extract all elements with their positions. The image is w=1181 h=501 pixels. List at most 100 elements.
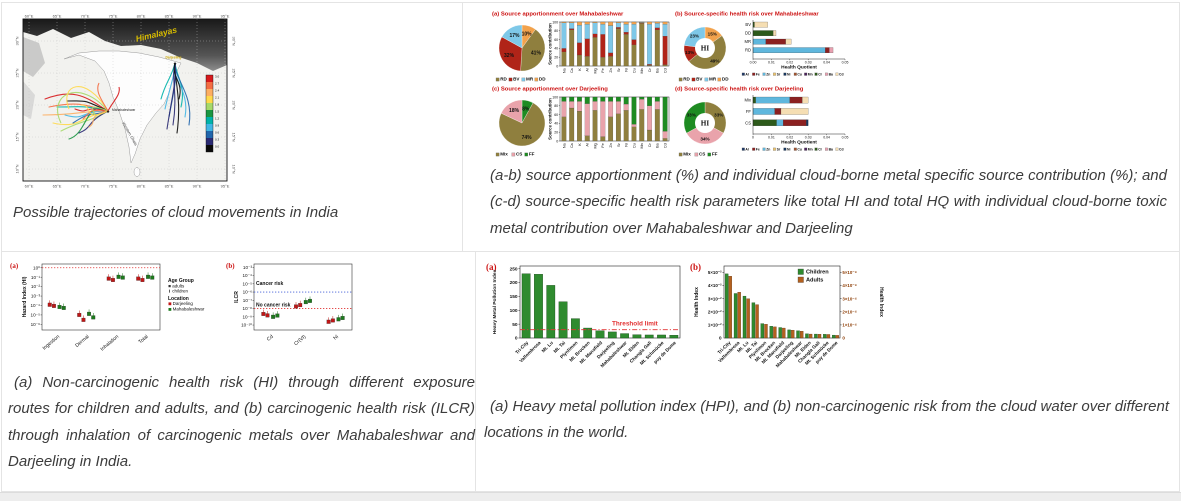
svg-text:30°N: 30°N [232, 37, 237, 46]
svg-text:CS: CS [699, 152, 705, 157]
svg-text:13%: 13% [685, 50, 694, 55]
svg-text:adults: adults [172, 283, 185, 288]
exposure-risk-figures: (a) 10⁰ 10⁻¹ 10⁻² 10⁻³ 10⁻⁴ 10⁻⁵ 10⁻⁶ Hazard Ind… [8, 256, 475, 366]
svg-text:Ba: Ba [656, 67, 660, 73]
svg-text:Ingestion: Ingestion [42, 334, 62, 352]
map-figure: 60°E 60°E 65°E 65°E 70°E 70°E 75°E 75°E 80°E 80°E… [9, 11, 462, 195]
source-health-figures: (a) Source apportionment over Mahabalesh… [490, 9, 856, 159]
svg-text:FF: FF [712, 152, 718, 157]
svg-text:Darjeeling: Darjeeling [173, 301, 194, 306]
svg-text:30°N: 30°N [15, 36, 20, 45]
svg-text:5×10⁻²: 5×10⁻² [708, 270, 722, 275]
svg-text:95°E: 95°E [221, 13, 230, 18]
svg-text:Children: Children [806, 270, 829, 276]
svg-text:Source contribution: Source contribution [548, 23, 553, 65]
svg-text:85°E: 85°E [165, 184, 174, 189]
svg-text:1.2: 1.2 [215, 116, 220, 120]
svg-text:Cr: Cr [818, 148, 822, 152]
svg-text:8%: 8% [522, 106, 530, 112]
svg-text:10°N: 10°N [15, 164, 20, 173]
svg-text:Inhalation: Inhalation [100, 334, 121, 353]
svg-text:2.4: 2.4 [215, 88, 220, 92]
svg-text:FF: FF [746, 109, 752, 114]
svg-text:Mn: Mn [640, 68, 644, 73]
svg-text:18%: 18% [509, 108, 520, 114]
svg-text:100: 100 [552, 20, 558, 24]
svg-text:★: ★ [173, 61, 178, 66]
svg-text:10⁻⁷: 10⁻⁷ [243, 298, 253, 303]
svg-text:Darjeeling: Darjeeling [166, 56, 182, 60]
svg-text:0.6: 0.6 [215, 130, 220, 134]
cell-source-health: (a) Source apportionment over Mahabalesh… [463, 3, 1179, 251]
health-risk-mahabaleshwar-chart: (b) Source-specific health risk over Mah… [675, 12, 848, 82]
cell-cloud-trajectories: 60°E 60°E 65°E 65°E 70°E 70°E 75°E 75°E 80°E 80°E… [2, 3, 463, 251]
svg-text:10⁻⁸: 10⁻⁸ [243, 306, 253, 311]
svg-text:1×10⁻⁴: 1×10⁻⁴ [842, 323, 856, 328]
svg-text:(d) Source-specific health ri: (d) Source-specific health risk over Dar… [675, 87, 804, 93]
svg-text:0.3: 0.3 [215, 137, 220, 141]
svg-text:Cd: Cd [839, 148, 844, 152]
svg-text:CS: CS [516, 152, 522, 157]
svg-text:0.04: 0.04 [823, 61, 830, 65]
svg-text:puy de Dome: puy de Dome [653, 340, 678, 365]
svg-text:10⁻³: 10⁻³ [31, 294, 41, 299]
svg-text:33%: 33% [714, 113, 723, 118]
svg-text:FF: FF [529, 152, 535, 157]
svg-text:1×10⁻²: 1×10⁻² [708, 323, 722, 328]
svg-text:ILCR: ILCR [234, 291, 240, 303]
svg-text:Al: Al [586, 68, 590, 72]
svg-text:80°E: 80°E [137, 184, 146, 189]
svg-text:90°E: 90°E [193, 13, 202, 18]
svg-text:K: K [578, 68, 582, 71]
svg-text:0: 0 [842, 336, 845, 341]
svg-text:100: 100 [552, 95, 558, 99]
svg-text:DD: DD [539, 77, 546, 82]
svg-text:60°E: 60°E [25, 184, 34, 189]
svg-text:60: 60 [554, 38, 558, 42]
svg-text:(c) Source apportionment over: (c) Source apportionment over Darjeeling [492, 87, 608, 93]
exposure-risk-caption: (a) Non-carcinogenic health risk (HI) th… [8, 374, 475, 470]
svg-text:10⁻³: 10⁻³ [243, 265, 253, 270]
svg-text:Mix: Mix [744, 98, 751, 103]
svg-text:0.0: 0.0 [215, 144, 220, 148]
svg-text:10⁻⁹: 10⁻⁹ [242, 314, 252, 319]
svg-text:0: 0 [719, 336, 722, 341]
svg-text:80°E: 80°E [137, 13, 146, 18]
svg-text:250: 250 [510, 266, 518, 272]
svg-text:Mn: Mn [640, 143, 644, 148]
svg-text:Ca: Ca [570, 67, 574, 73]
svg-text:20°N: 20°N [15, 100, 20, 109]
svg-text:10%: 10% [522, 32, 533, 38]
svg-text:Cu: Cu [797, 73, 802, 77]
cell-hpi-world: (a) 0 50 100 150 200 250 Heavy Metal Pollution … [476, 252, 1179, 491]
svg-text:CS: CS [745, 120, 751, 125]
svg-text:Health Index: Health Index [694, 287, 700, 317]
svg-text:Cu: Cu [632, 143, 636, 148]
svg-text:3×10⁻²: 3×10⁻² [708, 296, 722, 301]
svg-text:Mn: Mn [808, 148, 813, 152]
svg-text:2.7: 2.7 [215, 81, 220, 85]
svg-text:MR: MR [709, 77, 717, 82]
svg-text:75°E: 75°E [109, 13, 118, 18]
svg-text:(b): (b) [226, 262, 235, 270]
map-caption: Possible trajectories of cloud movements… [13, 204, 339, 221]
svg-text:Fe: Fe [756, 73, 760, 77]
svg-text:Age Group: Age Group [168, 278, 194, 284]
svg-text:15°N: 15°N [232, 133, 237, 142]
svg-text:50: 50 [512, 322, 518, 328]
footer-strip [0, 492, 1181, 501]
svg-text:Sr: Sr [617, 67, 621, 72]
svg-text:20: 20 [554, 131, 558, 135]
svg-text:Fe: Fe [601, 143, 605, 147]
svg-text:Cd: Cd [266, 334, 275, 343]
svg-text:10⁻¹⁰: 10⁻¹⁰ [241, 323, 252, 328]
svg-text:Na: Na [562, 67, 566, 73]
svg-text:0.02: 0.02 [786, 136, 793, 140]
svg-text:Cr: Cr [818, 73, 822, 77]
svg-text:74%: 74% [522, 135, 533, 141]
svg-text:0: 0 [752, 136, 754, 140]
svg-text:23%: 23% [690, 34, 699, 39]
svg-text:Mg: Mg [593, 143, 597, 148]
svg-text:Cr: Cr [648, 142, 652, 147]
svg-text:Cu: Cu [632, 68, 636, 73]
